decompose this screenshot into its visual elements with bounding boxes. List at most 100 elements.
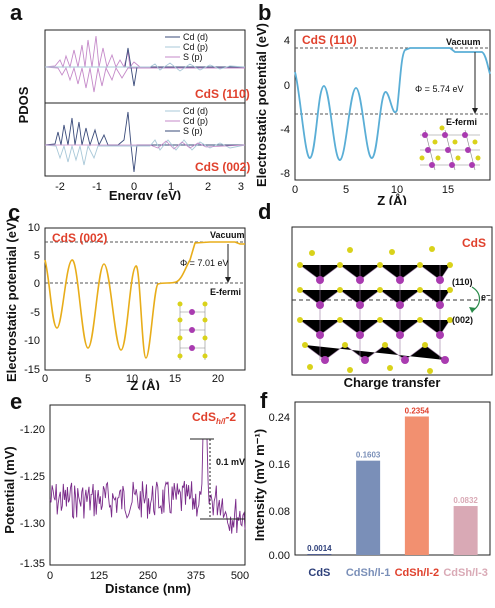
legend-top-cd-d: Cd (d) — [183, 32, 208, 42]
b-efermi-label: E-fermi — [446, 117, 477, 127]
pdos-bottom-trace-2 — [44, 139, 246, 166]
e-ytick: -1.30 — [20, 518, 45, 530]
f-frame — [294, 401, 491, 556]
b-potential-curve — [294, 47, 491, 161]
potential-c-plot: Vacuum E-fermi Φ = 7.01 eV CdS (002) 10 … — [4, 218, 246, 390]
pdos-plot: Cd (d) Cd (p) S (p) CdS (110) Cd (d) Cd … — [16, 29, 250, 200]
f-bar — [356, 460, 381, 555]
d-electron-label: e⁻ — [481, 292, 491, 302]
charge-transfer-diagram: CdS (110) (002) e⁻ Charge transfer — [291, 226, 493, 390]
d-caption: Charge transfer — [344, 375, 441, 390]
e-yticks: -1.20 -1.25 -1.30 -1.35 — [20, 424, 45, 570]
b-xlabel: Z (Å) — [377, 193, 407, 205]
f-bar-value-label: 0.0014 — [307, 544, 332, 553]
c-vacuum-label: Vacuum — [210, 230, 245, 240]
e-ytick: -1.20 — [20, 424, 45, 436]
c-xtick: 10 — [126, 373, 138, 385]
e-xtick: 500 — [231, 570, 249, 582]
f-ytick: 0.08 — [269, 506, 290, 518]
c-efermi-label: E-fermi — [210, 287, 241, 297]
d-transfer-arrowhead — [469, 307, 476, 313]
legend-bottom-s-p: S (p) — [183, 126, 203, 136]
pdos-xticks: -2 -1 0 1 2 3 — [55, 181, 244, 193]
f-bar-value-label: 0.0832 — [453, 496, 478, 505]
e-ytick: -1.35 — [20, 558, 45, 570]
b-phi-arrowhead — [472, 108, 478, 114]
c-ylabel: Electrostatic potential (eV) — [4, 218, 19, 382]
c-ytick: 5 — [34, 250, 40, 262]
d-title: CdS — [462, 236, 486, 250]
panel-b: b Vacuum E-fermi Φ = 5.74 eV CdS (110) 4… — [250, 0, 495, 205]
e-xtick: 375 — [187, 570, 205, 582]
c-ytick: -15 — [24, 364, 40, 376]
legend-bottom-cd-p: Cd (p) — [183, 116, 208, 126]
pdos-bottom-title: CdS (002) — [195, 160, 250, 174]
f-category-label: CdSh/l-1 — [346, 567, 391, 579]
c-ytick: -10 — [24, 335, 40, 347]
e-title-sub: h/l — [216, 417, 226, 426]
c-title: CdS (002) — [52, 231, 107, 245]
f-yticks: 0.24 0.16 0.08 0.00 — [269, 412, 290, 562]
legend-top-cd-p: Cd (p) — [183, 42, 208, 52]
pdos-xtick: 2 — [205, 181, 211, 193]
c-yticks: 10 5 0 -5 -10 -15 — [24, 222, 40, 376]
pdos-bottom-legend: Cd (d) Cd (p) S (p) — [165, 106, 208, 136]
c-ytick: -5 — [30, 307, 40, 319]
b-title: CdS (110) — [302, 33, 357, 47]
panel-b-label: b — [258, 0, 272, 25]
c-xticks: 0 5 10 15 20 — [42, 373, 224, 385]
panel-f: f 0.0014 CdS 0.1603 CdSh/l-1 0.2354 CdSh/l-2 0… — [250, 388, 495, 608]
pdos-top-trace-2 — [44, 66, 245, 93]
f-category-label: CdSh/l-3 — [443, 567, 488, 579]
b-ylabel: Electrostatic potential (eV) — [254, 23, 269, 187]
f-ylabel: Intensity (mV m⁻¹) — [252, 429, 267, 541]
c-crystal-inset — [177, 301, 208, 360]
b-xtick: 5 — [343, 184, 349, 196]
legend-bottom-cd-d: Cd (d) — [183, 106, 208, 116]
f-ytick: 0.00 — [269, 550, 290, 562]
c-xtick: 5 — [85, 373, 91, 385]
c-xlabel: Z (Å) — [130, 378, 160, 390]
panel-e-label: e — [10, 389, 23, 414]
pdos-top-trace-4 — [45, 62, 246, 72]
f-bar — [307, 554, 332, 555]
e-xlabel: Distance (nm) — [105, 581, 191, 596]
f-bar — [453, 506, 478, 555]
panel-a-label: a — [10, 0, 23, 25]
f-ytick: 0.24 — [269, 412, 290, 424]
c-frame — [44, 227, 246, 371]
b-frame — [294, 29, 491, 181]
panel-c: c Vacuum E-fermi Φ = 7.01 eV CdS (002) 1… — [0, 200, 250, 390]
panel-f-label: f — [260, 388, 268, 413]
d-atoms — [297, 246, 453, 374]
e-xtick: 0 — [47, 570, 53, 582]
b-ytick: 4 — [284, 35, 290, 47]
pdos-bottom-frame — [44, 102, 246, 177]
f-category-label: CdS — [308, 567, 330, 579]
pdos-xlabel: Energy (eV) — [109, 188, 181, 200]
e-xtick: 125 — [90, 570, 108, 582]
c-phi-label: Φ = 7.01 eV — [180, 258, 228, 268]
panel-e: e 0.1 mV CdSh/l-2 -1.20 -1.25 -1.30 -1.3… — [0, 389, 250, 605]
c-xtick: 0 — [42, 373, 48, 385]
b-ytick: -4 — [280, 124, 290, 136]
potential-e-plot: 0.1 mV CdSh/l-2 -1.20 -1.25 -1.30 -1.35 … — [2, 404, 249, 596]
b-yticks: 4 0 -4 -8 — [280, 35, 290, 180]
b-xtick: 0 — [292, 184, 298, 196]
e-noise-trace — [49, 438, 246, 534]
d-lattice-bonds — [299, 264, 451, 361]
f-bar — [404, 416, 429, 555]
e-xticks: 0 125 250 375 500 — [47, 570, 249, 582]
pdos-xtick: -1 — [92, 181, 102, 193]
e-ytick: -1.25 — [20, 471, 45, 483]
panel-a: a Cd (d) Cd (p) S (p) CdS (110) Cd (d) C… — [0, 0, 250, 200]
d-face-110: (110) — [452, 277, 473, 287]
f-ytick: 0.16 — [269, 459, 290, 471]
e-annotation: 0.1 mV — [216, 457, 245, 467]
pdos-top-legend: Cd (d) Cd (p) S (p) — [165, 32, 208, 62]
e-title-main: CdS — [192, 410, 216, 424]
e-ylabel: Potential (mV) — [2, 446, 17, 533]
e-frame — [49, 404, 246, 566]
c-ytick: 10 — [28, 222, 40, 234]
c-potential-curve — [44, 241, 245, 359]
